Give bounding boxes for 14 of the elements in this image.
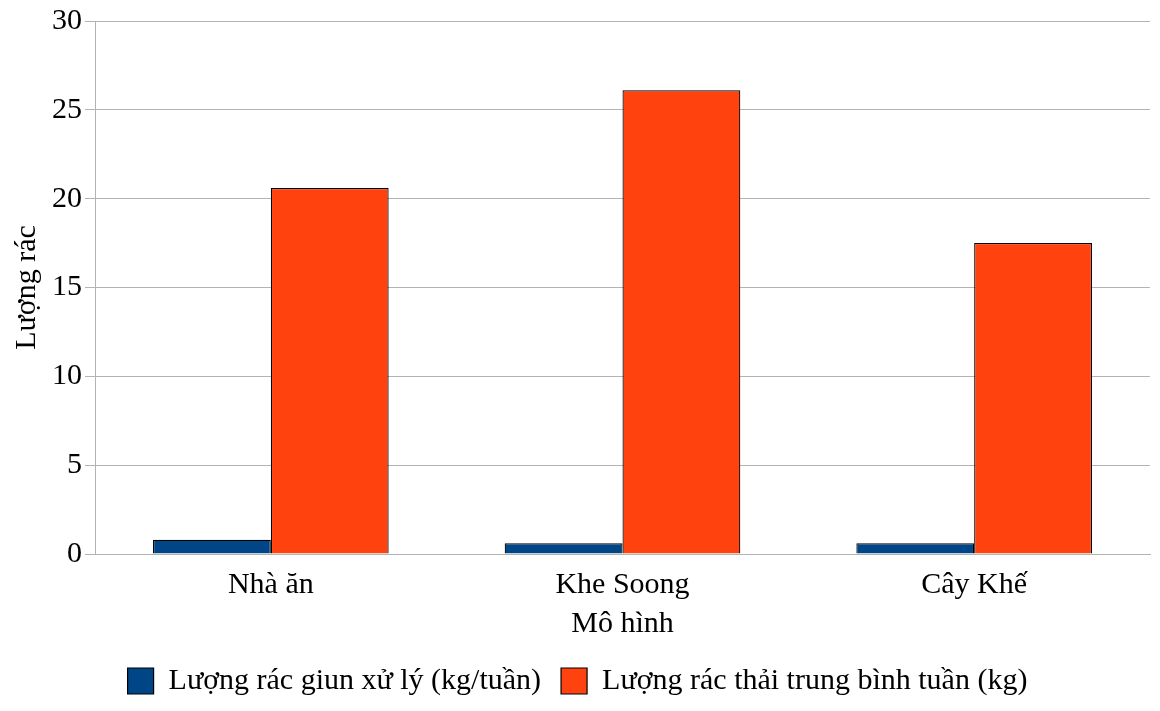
y-tick-label: 5 [67,446,82,480]
y-tick-label: 20 [52,179,82,213]
x-axis-title: Mô hình [571,604,674,638]
y-tick-label: 15 [52,268,82,302]
legend-label: Lượng rác thải trung bình tuần (kg) [602,661,1028,696]
x-tick-label: Khe Soong [555,565,690,599]
x-tick-label: Nhà ăn [227,565,314,599]
y-tick-label: 0 [67,534,82,568]
y-tick-label: 30 [52,1,82,35]
y-axis-title: Lượng rác [7,225,41,350]
x-tick-label: Cây Khế [921,565,1028,599]
y-tick-label: 25 [52,90,82,124]
legend-label: Lượng rác giun xử lý (kg/tuần) [168,661,542,696]
y-tick-label: 10 [52,357,82,391]
